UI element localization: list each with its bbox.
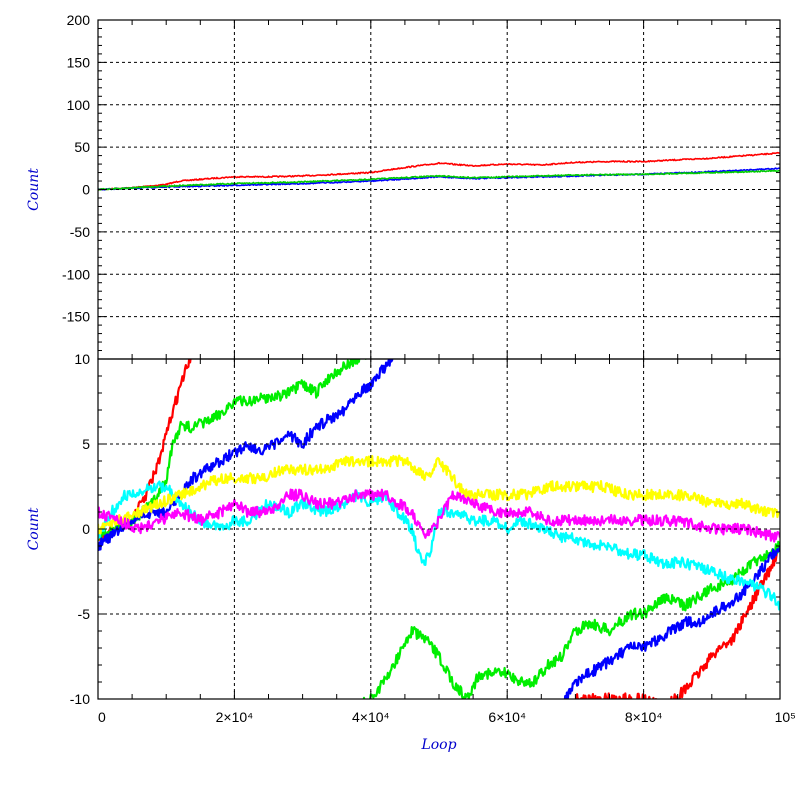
y-tick-label-panel2-1: 5 — [82, 436, 90, 452]
series-line-panel2-9 — [98, 488, 780, 543]
x-tick-label-4: 8×10⁴ — [625, 709, 663, 725]
series-group-panel-2 — [98, 359, 780, 699]
series-line-panel2-5 — [98, 359, 394, 552]
y-tick-label-panel1-1: 150 — [67, 54, 91, 70]
y-tick-label-panel2-0: 10 — [74, 351, 90, 367]
x-tick-label-3: 6×10⁴ — [488, 709, 526, 725]
gridlines-layer — [98, 20, 780, 699]
y-tick-label-panel1-0: 200 — [67, 12, 91, 28]
y-axis-title-panel-2: Count — [26, 507, 42, 550]
y-tick-label-panel1-2: 100 — [67, 97, 91, 113]
x-tick-label-5: 10⁵ — [775, 709, 796, 725]
plot-frame-layer — [97, 19, 781, 700]
series-line-panel2-8 — [98, 454, 780, 535]
y-tick-label-panel2-4: -10 — [70, 691, 90, 707]
plot-series-layer — [98, 151, 780, 699]
x-tick-label-1: 2×10⁴ — [216, 709, 254, 725]
y-tick-label-panel1-7: -150 — [62, 309, 90, 325]
series-line-panel2-4 — [362, 540, 780, 699]
y-tick-label-panel2-2: 0 — [82, 521, 90, 537]
x-axis-title: Loop — [420, 737, 456, 753]
y-tick-label-panel1-3: 50 — [74, 139, 90, 155]
y-tick-label-panel1-6: -100 — [62, 266, 90, 282]
y-tick-label-panel2-3: -5 — [78, 606, 91, 622]
series-line-panel1-1 — [98, 151, 780, 191]
y-tick-label-panel1-4: 0 — [82, 182, 90, 198]
y-tick-label-panel1-5: -50 — [70, 224, 90, 240]
series-line-panel2-2 — [575, 544, 780, 699]
series-line-panel1-3 — [98, 169, 780, 191]
labels-layer: 200150100500-50-100-150Count1050-5-10Cou… — [26, 12, 796, 753]
series-line-panel2-6 — [562, 545, 780, 699]
y-axis-title-panel-1: Count — [26, 168, 42, 211]
x-tick-label-0: 0 — [98, 709, 106, 725]
x-tick-label-2: 4×10⁴ — [352, 709, 390, 725]
series-group-panel-1 — [98, 151, 780, 191]
series-line-panel2-7 — [98, 480, 780, 611]
